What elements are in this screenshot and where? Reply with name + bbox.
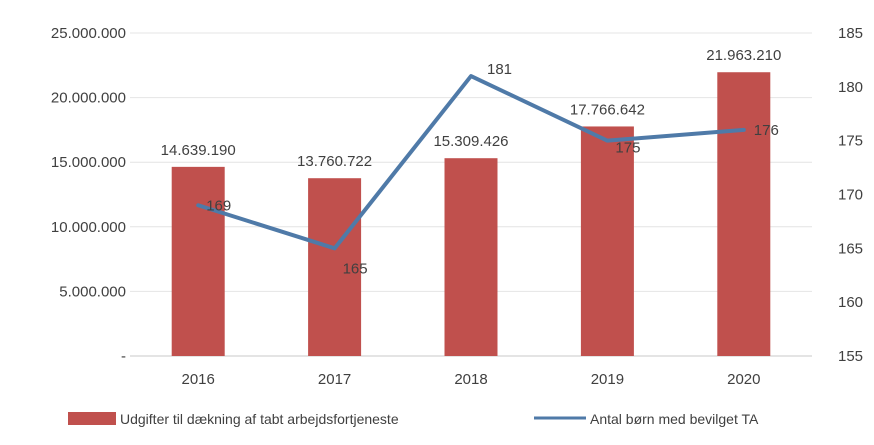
line-value-label: 169: [206, 197, 231, 214]
left-tick-label: 15.000.000: [51, 154, 126, 171]
x-axis-ticks: 2016 2017 2018 2019 2020: [182, 371, 761, 388]
x-tick-label: 2016: [182, 371, 215, 388]
x-tick-label: 2017: [318, 371, 351, 388]
line-value-label: 175: [615, 140, 640, 157]
line-value-label: 165: [343, 260, 368, 277]
line-value-label: 176: [754, 122, 779, 139]
left-tick-label: 5.000.000: [59, 283, 126, 300]
bar: [171, 166, 225, 356]
left-tick-label: 10.000.000: [51, 219, 126, 236]
bar-value-label: 21.963.210: [706, 47, 781, 64]
x-tick-label: 2019: [591, 371, 624, 388]
bar: [580, 126, 634, 356]
line-data-labels: 169 165 181 175 176: [206, 61, 779, 277]
legend-bar-swatch: [68, 412, 116, 425]
bar: [308, 178, 362, 356]
right-tick-label: 185: [838, 25, 863, 42]
left-tick-label: -: [121, 348, 126, 365]
right-tick-label: 170: [838, 187, 863, 204]
legend-bar-label: Udgifter til dækning af tabt arbejdsfort…: [120, 411, 399, 427]
bar-data-labels: 14.639.190 13.760.722 15.309.426 17.766.642…: [161, 47, 782, 170]
bar: [444, 158, 498, 356]
right-tick-label: 160: [838, 294, 863, 311]
bar: [717, 72, 771, 357]
line-series: [196, 74, 746, 251]
left-tick-label: 25.000.000: [51, 25, 126, 42]
x-tick-label: 2020: [727, 371, 760, 388]
left-tick-label: 20.000.000: [51, 90, 126, 107]
right-axis-ticks: 155 160 165 170 175 180 185: [838, 25, 863, 365]
bar-value-label: 17.766.642: [570, 101, 645, 118]
line-path: [196, 74, 746, 251]
bar-value-label: 15.309.426: [433, 133, 508, 150]
x-tick-label: 2018: [454, 371, 487, 388]
right-tick-label: 155: [838, 348, 863, 365]
left-axis-ticks: - 5.000.000 10.000.000 15.000.000 20.000.000…: [51, 25, 126, 365]
right-tick-label: 175: [838, 133, 863, 150]
legend: Udgifter til dækning af tabt arbejdsfort…: [68, 411, 759, 427]
right-tick-label: 180: [838, 79, 863, 96]
bar-value-label: 13.760.722: [297, 153, 372, 170]
right-tick-label: 165: [838, 240, 863, 257]
legend-line-label: Antal børn med bevilget TA: [590, 411, 759, 427]
bar-series: [171, 72, 771, 357]
line-value-label: 181: [487, 61, 512, 78]
bar-value-label: 14.639.190: [161, 142, 236, 159]
